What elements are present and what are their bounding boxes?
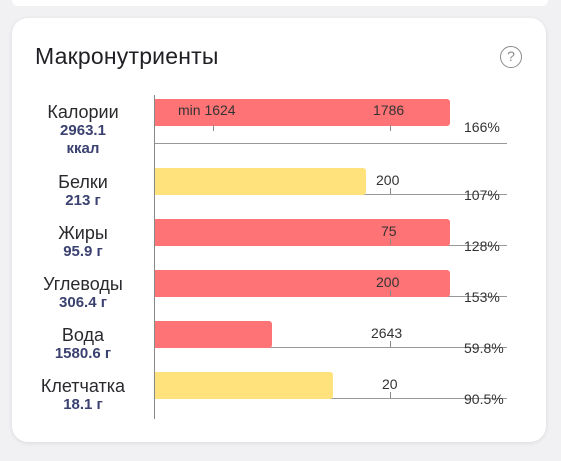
target-label: 75 <box>381 223 397 239</box>
nutrient-value: 2963.1 <box>60 122 106 139</box>
bar-water <box>155 321 272 348</box>
nutrient-value: 18.1 г <box>63 396 103 413</box>
card-title: Макронутриенты <box>35 43 219 69</box>
row-label-fat: Жиры 95.9 г <box>18 223 148 261</box>
nutrient-unit: ккал <box>66 140 100 157</box>
min-label: min 1624 <box>178 102 236 118</box>
nutrient-name: Углеводы <box>43 274 123 294</box>
target-tick <box>390 341 391 347</box>
chart-axis <box>154 95 155 419</box>
target-label: 200 <box>376 274 400 290</box>
macronutrients-card: Макронутриенты ? Калории 2963.1 ккал min… <box>12 18 546 442</box>
bar-fiber <box>155 372 333 399</box>
previous-card-edge <box>12 0 548 6</box>
row-track <box>155 143 507 144</box>
target-label: 2643 <box>371 325 403 341</box>
bar-protein <box>155 168 366 195</box>
nutrient-name: Клетчатка <box>40 376 126 396</box>
percent-label: 128% <box>464 238 500 254</box>
target-tick <box>390 392 391 398</box>
row-label-water: Вода 1580.6 г <box>18 325 148 363</box>
percent-label: 90.5% <box>464 391 504 407</box>
nutrient-name: Калории <box>47 102 119 122</box>
target-tick <box>390 125 391 131</box>
row-label-fiber: Клетчатка 18.1 г <box>18 376 148 414</box>
row-label-calories: Калории 2963.1 ккал <box>18 102 148 158</box>
target-tick <box>390 290 391 296</box>
target-label: 200 <box>376 172 400 188</box>
bar-calories <box>155 99 450 126</box>
target-tick <box>390 188 391 194</box>
nutrient-name: Вода <box>61 325 105 345</box>
row-label-protein: Белки 213 г <box>18 172 148 210</box>
target-tick <box>390 239 391 245</box>
nutrient-value: 306.4 г <box>59 294 107 311</box>
bar-carbs <box>155 270 450 297</box>
row-label-carbs: Углеводы 306.4 г <box>18 274 148 312</box>
nutrient-value: 1580.6 г <box>54 345 112 362</box>
nutrient-value: 95.9 г <box>63 243 103 260</box>
min-tick <box>213 125 214 131</box>
bar-fat <box>155 219 450 246</box>
percent-label: 166% <box>464 119 500 135</box>
percent-label: 59.8% <box>464 340 504 356</box>
nutrient-value: 213 г <box>65 192 101 209</box>
target-label: 20 <box>382 376 398 392</box>
help-icon[interactable]: ? <box>500 46 522 68</box>
nutrient-name: Белки <box>58 172 108 192</box>
row-track <box>155 347 507 348</box>
percent-label: 107% <box>464 187 500 203</box>
target-label: 1786 <box>373 102 405 118</box>
percent-label: 153% <box>464 289 500 305</box>
nutrient-name: Жиры <box>58 223 108 243</box>
